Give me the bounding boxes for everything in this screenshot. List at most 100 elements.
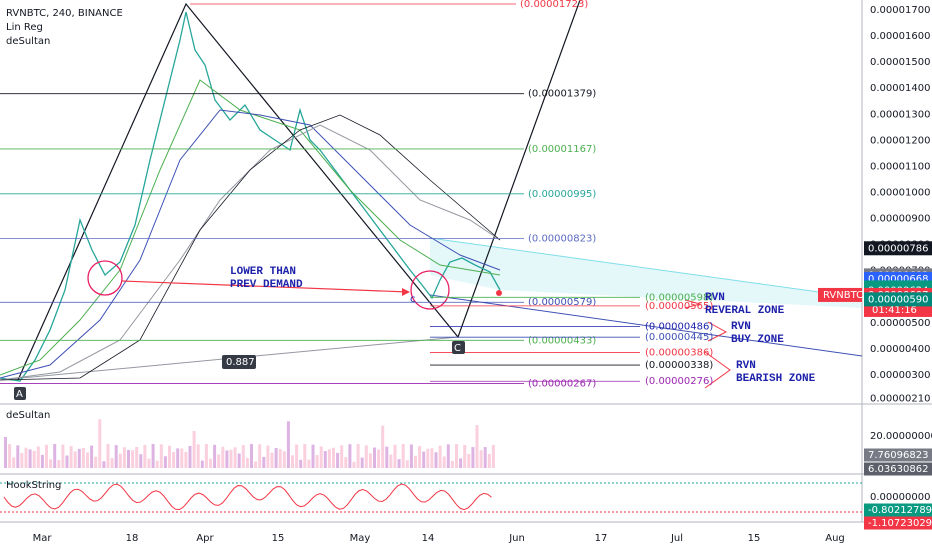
pane-badge [864, 462, 932, 476]
volume-bar [266, 445, 270, 468]
volume-bar [373, 447, 376, 468]
price-tick-label: 0.00000500 [870, 318, 930, 329]
fib-label: (0.00001723) [520, 0, 588, 10]
volume-bar [282, 451, 286, 468]
volume-bar [221, 446, 225, 468]
volume-bar [143, 444, 147, 468]
time-tick-label: Jul [670, 533, 683, 544]
volume-bar [368, 453, 372, 468]
volume-bar [110, 458, 114, 468]
pane-title: deSultan [6, 410, 50, 421]
point-label: C [454, 343, 461, 354]
volume-bar [307, 459, 311, 468]
volume-bar [311, 444, 315, 468]
time-tick-label: Apr [196, 533, 214, 544]
volume-bar [278, 449, 282, 468]
countdown-label: 01:41:16 [872, 305, 917, 316]
volume-bar [299, 459, 303, 468]
volume-bar [180, 448, 184, 468]
point-label: c [410, 294, 416, 305]
zone-fill [430, 238, 862, 308]
ma-mid [0, 109, 501, 379]
pane-badge-label: 6.03630862 [868, 464, 928, 475]
volume-bar [229, 449, 233, 468]
volume-bar [155, 460, 159, 468]
volume-bar [455, 444, 458, 468]
volume-bar [40, 454, 44, 468]
highlight-circle [410, 270, 450, 310]
volume-bar [442, 456, 446, 468]
volume-bar [397, 459, 401, 468]
time-tick-label: 15 [272, 533, 285, 544]
price-tick-label: 0.00000210 [870, 393, 930, 404]
volume-bar [479, 450, 483, 468]
volume-bar [463, 444, 467, 468]
price-tick-label: 0.00001100 [870, 161, 930, 172]
fib-label: (0.00000433) [528, 335, 596, 346]
time-tick-label: 14 [422, 533, 435, 544]
volume-bar [172, 452, 176, 468]
volume-bar [401, 444, 405, 468]
volume-bar [24, 447, 28, 468]
volume-bar [352, 461, 356, 468]
volume-bar [57, 460, 61, 468]
volume-bar [385, 446, 389, 468]
volume-bar [8, 444, 12, 468]
volume-bar [377, 449, 381, 468]
pane-badge-label: -1.10723029 [868, 518, 932, 529]
volume-bar [209, 458, 212, 468]
volume-bar [241, 445, 245, 468]
zone-label: (0.00000598) [645, 292, 713, 303]
volume-bar [151, 444, 155, 468]
price-tick-label: 0.00001400 [870, 83, 930, 94]
volume-bar [262, 456, 266, 468]
volume-bar [139, 454, 143, 468]
price-tick-label: 0.00001300 [870, 109, 930, 120]
price-badge-label: 0.00000668 [868, 274, 928, 285]
price-badge [864, 292, 932, 307]
volume-bar [196, 444, 200, 468]
volume-bar [217, 454, 221, 468]
zone-bracket [684, 299, 702, 309]
annotation-text: RVN [705, 292, 725, 304]
volume-bar [254, 461, 258, 468]
volume-bar [213, 444, 217, 468]
point-box [452, 341, 465, 354]
volume-bar [225, 450, 229, 468]
fib-label: (0.00000823) [528, 234, 596, 245]
pane-badge-label: -0.80212789 [868, 505, 932, 516]
volume-bar [430, 448, 434, 468]
volume-bar [405, 460, 409, 468]
time-tick-label: 17 [595, 533, 608, 544]
price-tick-label: 0.00001700 [870, 5, 930, 16]
volume-bar [258, 444, 262, 468]
price-tick-label: 0.00001500 [870, 57, 930, 68]
volume-bar [176, 448, 180, 468]
price-tick-label: 0.00000300 [870, 370, 930, 381]
volume-bar [192, 431, 196, 468]
volume-bar [291, 455, 294, 468]
symbol-badge [818, 287, 862, 302]
pane-tick-label: 20.00000000 [870, 431, 932, 442]
ma-slow [0, 124, 501, 381]
volume-bar [356, 444, 360, 468]
annotation-text: BEARISH ZONE [736, 373, 816, 385]
volume-bar [159, 444, 163, 468]
pane-badge [864, 516, 932, 530]
point-box [14, 387, 26, 400]
volume-bar [459, 458, 463, 468]
volume-bar [81, 448, 85, 468]
price-tick-label: 0.00001200 [870, 135, 930, 146]
volume-bar [65, 455, 69, 468]
volume-bar [135, 446, 139, 468]
volume-bar [471, 447, 475, 468]
zone-bracket [707, 321, 728, 342]
volume-bar [90, 445, 94, 468]
highlight-circle [87, 260, 123, 296]
volume-bar [61, 444, 65, 468]
zone-label: (0.00000386) [645, 348, 713, 359]
volume-bar [450, 461, 454, 468]
trend-line [429, 294, 863, 357]
volume-bar [118, 453, 122, 468]
